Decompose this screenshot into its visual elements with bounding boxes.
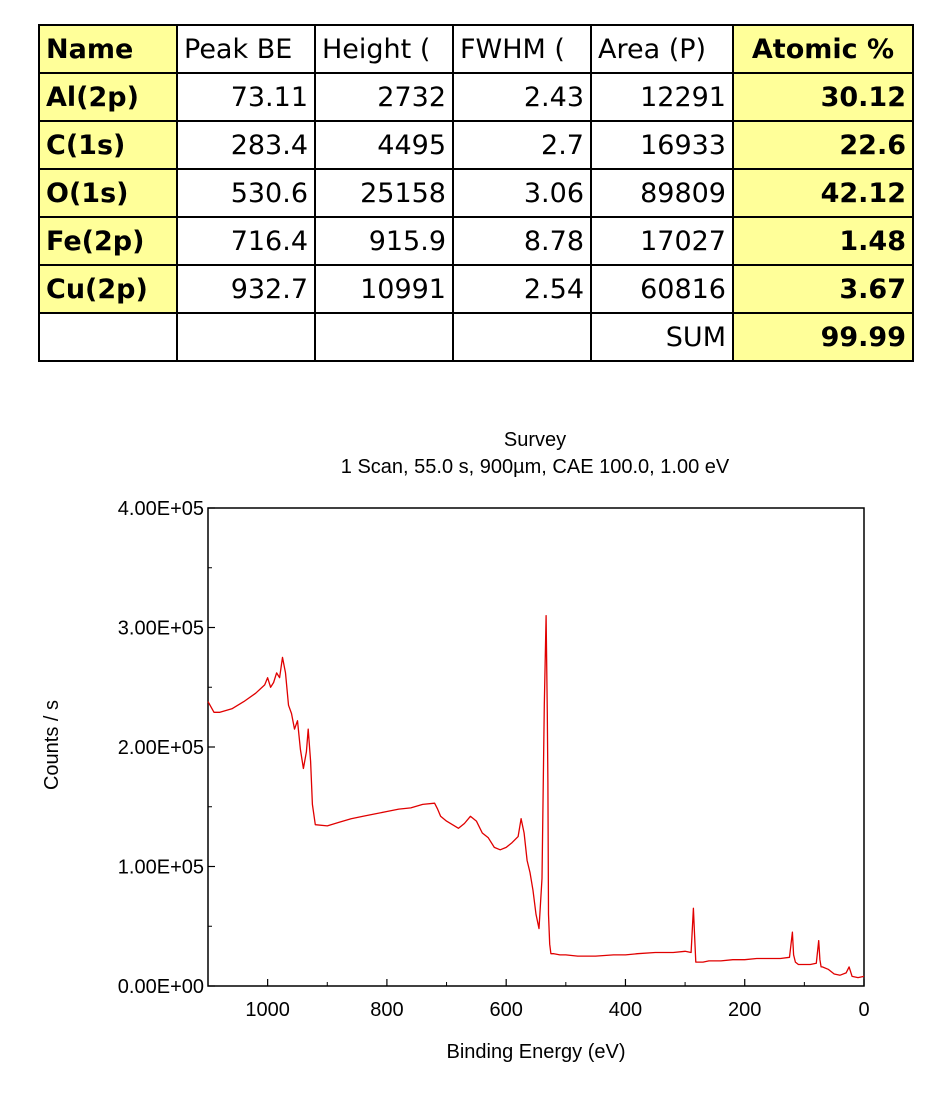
header-name: Name: [38, 24, 178, 74]
header-atomic-percent: Atomic %: [732, 24, 914, 74]
header-area: Area (P): [590, 24, 734, 74]
cell-name: Fe(2p): [38, 216, 178, 266]
x-tick-label: 200: [728, 999, 761, 1021]
y-tick-label: 1.00E+05: [118, 857, 204, 879]
cell-name: C(1s): [38, 120, 178, 170]
cell-fwhm: 3.06: [452, 168, 592, 218]
table-row: Fe(2p) 716.4 915.9 8.78 17027 1.48: [38, 216, 914, 266]
chart-title: Survey: [504, 429, 566, 451]
atomic-composition-table: Name Peak BE Height ( FWHM ( Area (P) At…: [38, 24, 914, 362]
y-tick-label: 2.00E+05: [118, 737, 204, 759]
survey-spectrum-chart: Survey 1 Scan, 55.0 s, 900µm, CAE 100.0,…: [0, 420, 950, 1090]
cell-atomic-percent: 1.48: [732, 216, 914, 266]
cell-empty: [176, 312, 316, 362]
x-tick-label: 600: [489, 999, 522, 1021]
chart-subtitle: 1 Scan, 55.0 s, 900µm, CAE 100.0, 1.00 e…: [341, 456, 730, 478]
plot-area: 0.00E+00 1.00E+05 2.00E+05 3.00E+05 4.00E+05…: [118, 498, 870, 1021]
cell-atomic-percent: 3.67: [732, 264, 914, 314]
cell-area: 12291: [590, 72, 734, 122]
cell-atomic-percent: 30.12: [732, 72, 914, 122]
cell-name: Cu(2p): [38, 264, 178, 314]
header-height: Height (: [314, 24, 454, 74]
cell-name: Al(2p): [38, 72, 178, 122]
cell-area: 17027: [590, 216, 734, 266]
cell-area: 89809: [590, 168, 734, 218]
cell-fwhm: 2.43: [452, 72, 592, 122]
table-row: O(1s) 530.6 25158 3.06 89809 42.12: [38, 168, 914, 218]
cell-peak-be: 530.6: [176, 168, 316, 218]
table-row: Cu(2p) 932.7 10991 2.54 60816 3.67: [38, 264, 914, 314]
y-tick-label: 0.00E+00: [118, 976, 204, 998]
cell-empty: [38, 312, 178, 362]
header-peak-be: Peak BE: [176, 24, 316, 74]
x-tick-label: 0: [858, 999, 869, 1021]
cell-peak-be: 73.11: [176, 72, 316, 122]
cell-height: 2732: [314, 72, 454, 122]
cell-empty: [314, 312, 454, 362]
cell-peak-be: 283.4: [176, 120, 316, 170]
cell-fwhm: 2.7: [452, 120, 592, 170]
header-fwhm: FWHM (: [452, 24, 592, 74]
cell-area: 16933: [590, 120, 734, 170]
cell-peak-be: 932.7: [176, 264, 316, 314]
table-row: Al(2p) 73.11 2732 2.43 12291 30.12: [38, 72, 914, 122]
x-tick-label: 800: [370, 999, 403, 1021]
cell-fwhm: 8.78: [452, 216, 592, 266]
cell-area: 60816: [590, 264, 734, 314]
x-axis-label: Binding Energy (eV): [447, 1041, 626, 1063]
cell-peak-be: 716.4: [176, 216, 316, 266]
cell-atomic-percent: 22.6: [732, 120, 914, 170]
cell-fwhm: 2.54: [452, 264, 592, 314]
cell-atomic-percent: 42.12: [732, 168, 914, 218]
chart-svg: Survey 1 Scan, 55.0 s, 900µm, CAE 100.0,…: [41, 429, 870, 1063]
y-axis-label: Counts / s: [41, 700, 63, 790]
cell-empty: [452, 312, 592, 362]
table-sum-row: SUM 99.99: [38, 312, 914, 362]
table-row: C(1s) 283.4 4495 2.7 16933 22.6: [38, 120, 914, 170]
cell-height: 10991: [314, 264, 454, 314]
y-tick-label: 3.00E+05: [118, 618, 204, 640]
x-tick-label: 400: [609, 999, 642, 1021]
cell-height: 915.9: [314, 216, 454, 266]
cell-height: 4495: [314, 120, 454, 170]
x-tick-label: 1000: [245, 999, 290, 1021]
cell-name: O(1s): [38, 168, 178, 218]
table-header-row: Name Peak BE Height ( FWHM ( Area (P) At…: [38, 24, 914, 74]
sum-label: SUM: [590, 312, 734, 362]
sum-value: 99.99: [732, 312, 914, 362]
y-tick-label: 4.00E+05: [118, 498, 204, 520]
spectrum-line: [207, 614, 865, 979]
cell-height: 25158: [314, 168, 454, 218]
